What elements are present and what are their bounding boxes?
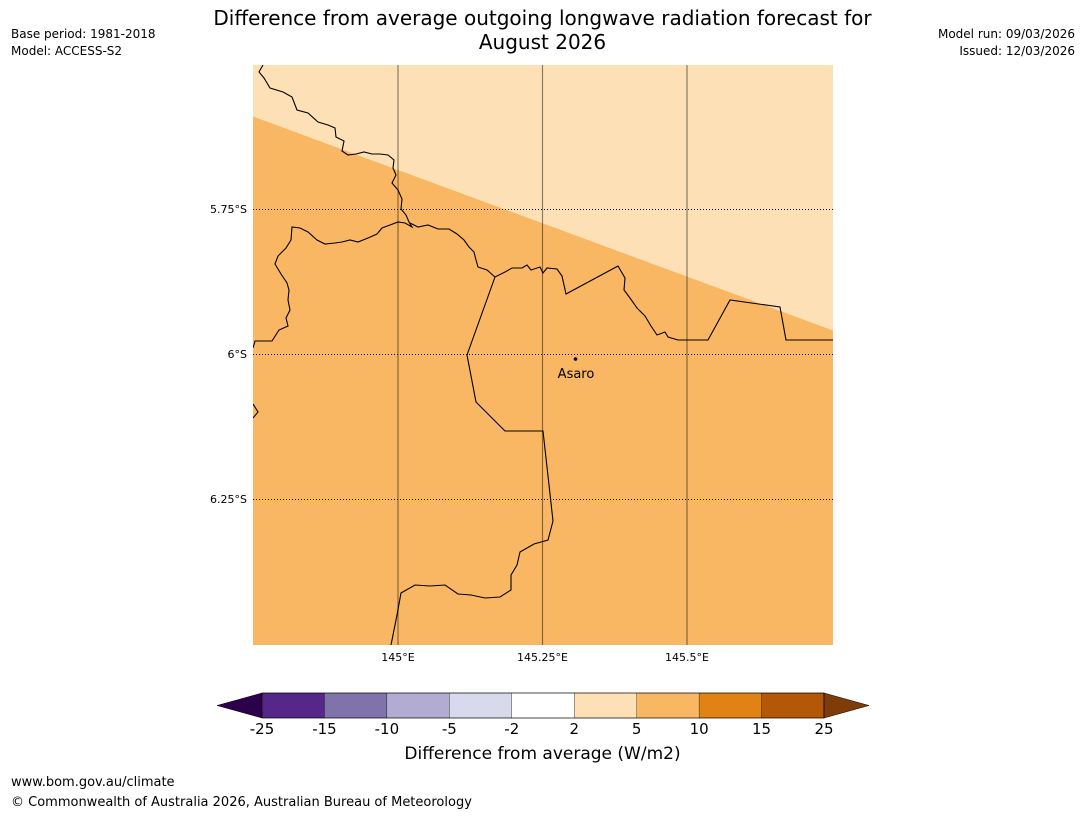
issued-text: Issued: 12/03/2026 — [959, 44, 1075, 58]
boundary-line — [409, 222, 833, 341]
colorbar-tick-label: -10 — [374, 720, 400, 738]
forecast-map: Asaro 5.75°S 6°S 6.25°S 145°E 145.25°E 1… — [210, 65, 833, 664]
colorbar-bin — [698, 692, 762, 719]
colorbar-bin — [574, 692, 637, 719]
asaro-marker — [573, 357, 578, 361]
colorbar-bin — [386, 692, 450, 719]
province-boundaries — [253, 65, 833, 645]
colorbar-bin — [511, 692, 575, 719]
footer-url[interactable]: www.bom.gov.au/climate — [11, 775, 175, 790]
lat-label-6s: 6°S — [228, 348, 247, 361]
colorbar-tick-label: -2 — [504, 720, 520, 738]
meta-left: Base period: 1981-2018 Model: ACCESS-S2 — [11, 26, 156, 60]
colorbar-over-arrow — [823, 692, 870, 719]
title-line-1: Difference from average outgoing longwav… — [213, 6, 872, 30]
map-title: Difference from average outgoing longwav… — [0, 6, 1085, 54]
lon-label-145-25e: 145.25°E — [517, 651, 568, 664]
colorbar-bin — [636, 692, 700, 719]
colorbar-title: Difference from average (W/m2) — [404, 744, 681, 764]
colorbar-under-arrow — [216, 692, 263, 719]
lon-label-145-5e: 145.5°E — [665, 651, 709, 664]
base-period-text: Base period: 1981-2018 — [11, 27, 156, 41]
colorbar-tick-label: -25 — [249, 720, 275, 738]
colorbar-outline — [261, 692, 825, 719]
meta-right: Model run: 09/03/2026 Issued: 12/03/2026 — [938, 26, 1075, 60]
colorbar-tick-label: 10 — [689, 720, 709, 738]
lon-label-145e: 145°E — [381, 651, 414, 664]
colorbar-tick-label: 5 — [631, 720, 642, 738]
lat-label-6-25s: 6.25°S — [210, 493, 247, 506]
colorbar-bin — [324, 692, 388, 719]
colorbar-tick-label: 15 — [752, 720, 772, 738]
colorbar-bin — [761, 692, 825, 719]
colorbar-bin — [261, 692, 325, 719]
colorbar-bin — [449, 692, 512, 719]
category-5-10-region — [253, 116, 833, 645]
colorbar-tick-label: 25 — [814, 720, 834, 738]
boundary-line — [253, 403, 259, 419]
colorbar-tick-label: -15 — [312, 720, 337, 738]
colorbar-bins — [261, 692, 825, 719]
colorbar-tick-label: -5 — [441, 720, 457, 738]
map-frame — [253, 65, 833, 645]
boundary-line — [253, 65, 414, 349]
footer-copyright: © Commonwealth of Australia 2026, Austra… — [11, 795, 472, 810]
colorbar-tick-label: 2 — [569, 720, 579, 738]
title-line-2: August 2026 — [478, 30, 607, 54]
place-label-asaro: Asaro — [558, 367, 595, 382]
boundary-line — [390, 276, 554, 645]
lat-label-5-75s: 5.75°S — [210, 203, 247, 216]
model-run-text: Model run: 09/03/2026 — [937, 27, 1075, 41]
model-text: Model: ACCESS-S2 — [11, 44, 123, 58]
